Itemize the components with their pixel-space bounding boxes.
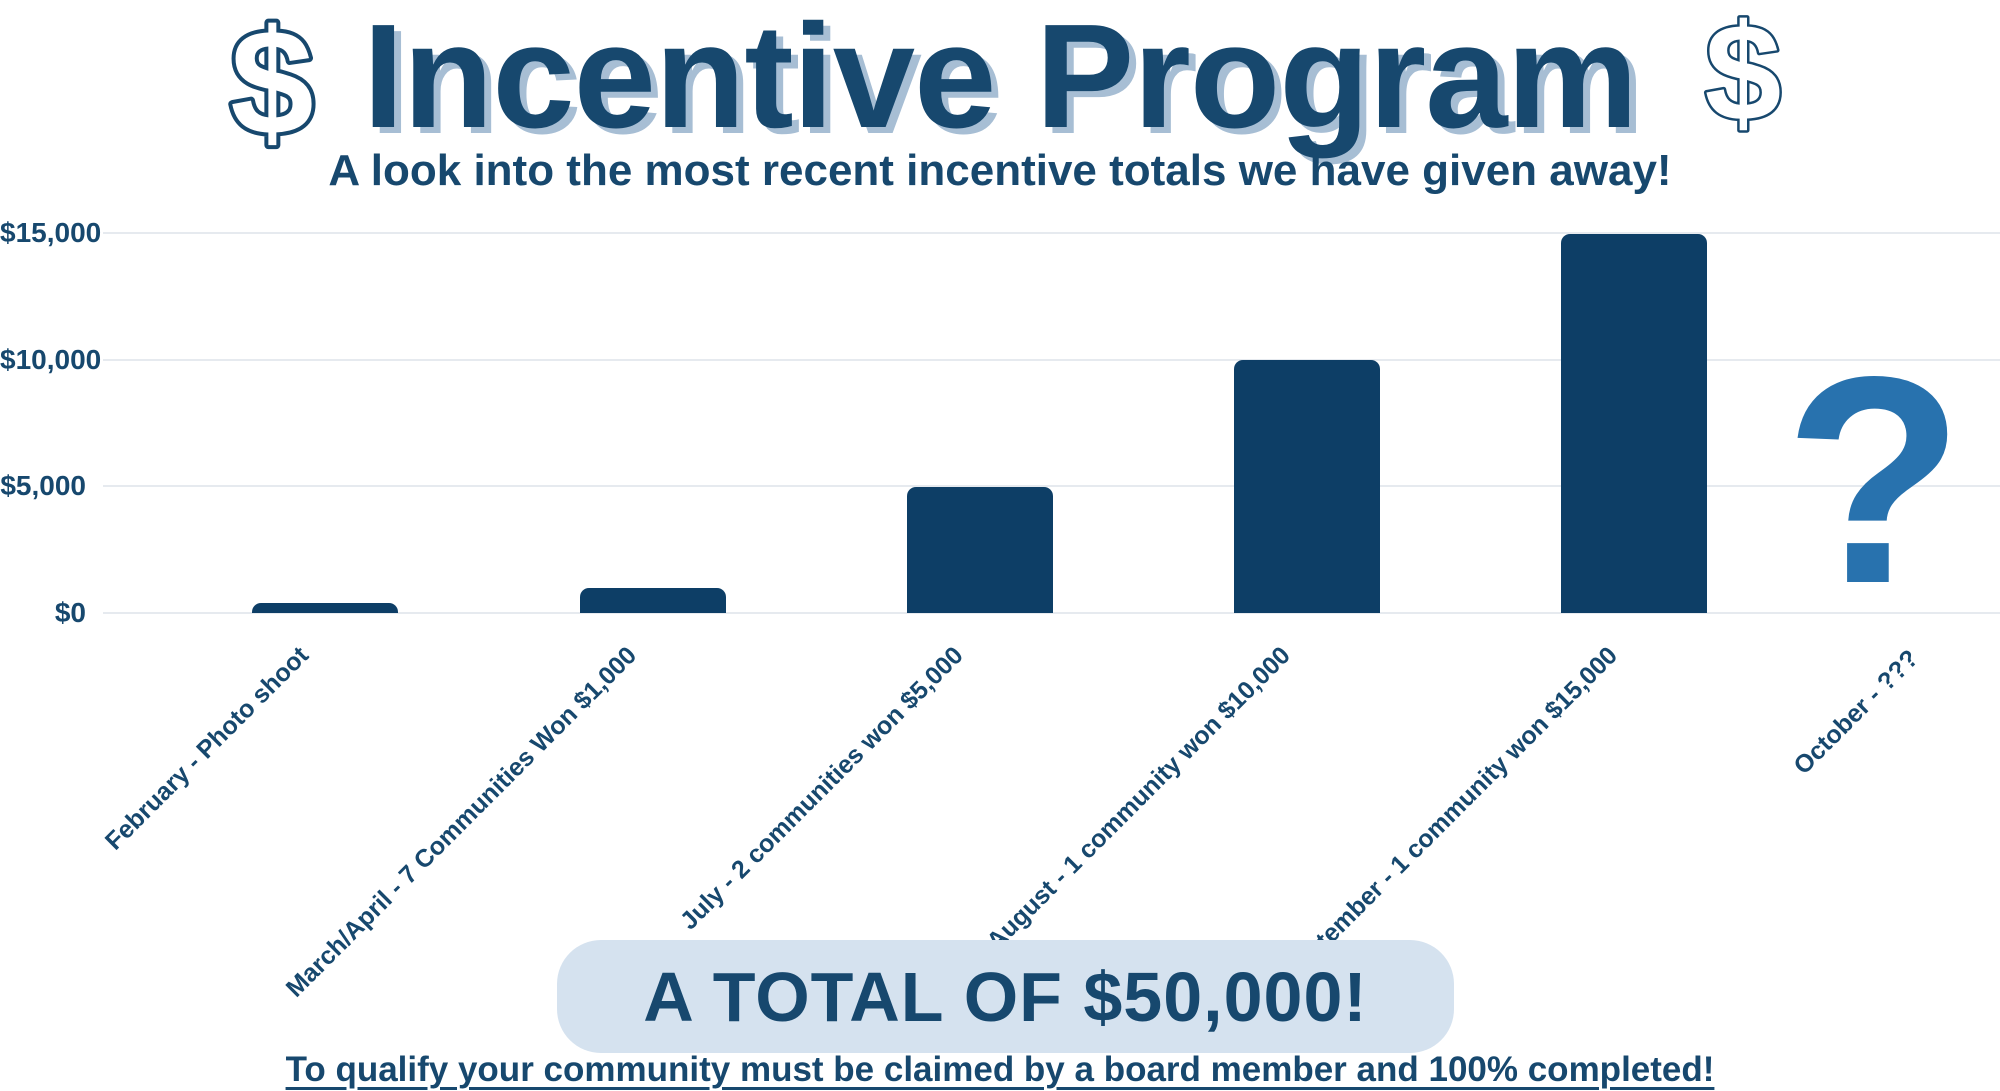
y-axis-tick-15000: $15,000	[0, 217, 102, 248]
x-axis-label-july: July - 2 communities won $5,000	[675, 641, 970, 936]
page-title: Incentive Program	[362, 0, 1638, 159]
total-badge: A TOTAL OF $50,000!	[557, 940, 1454, 1053]
bar-september	[1561, 234, 1707, 613]
y-axis-tick-10000: $10,000	[0, 344, 102, 375]
bar-march-april	[580, 588, 726, 613]
gridline-0	[103, 612, 2000, 614]
bar-august	[1234, 360, 1380, 613]
total-badge-label: A TOTAL OF $50,000!	[643, 957, 1368, 1036]
qualification-note: To qualify your community must be claime…	[285, 1050, 1715, 1089]
y-axis-tick-0: $0	[54, 597, 86, 628]
x-axis-label-february: February - Photo shoot	[99, 641, 315, 856]
gridline-5000	[103, 485, 2000, 487]
question-mark-october: ?	[1784, 315, 1965, 645]
gridline-15000	[103, 232, 2000, 234]
dollar-sign-icon-right: $	[1692, 0, 1794, 155]
gridline-10000	[103, 359, 2000, 361]
x-axis-label-october: October - ???	[1788, 644, 1925, 780]
svg-text:$: $	[230, 4, 313, 166]
page-subtitle: A look into the most recent incentive to…	[328, 146, 1672, 195]
y-axis-tick-5000: $5,000	[0, 470, 86, 501]
x-axis-label-september: September - 1 community won $15,000	[1278, 641, 1624, 987]
dollar-sign-icon-left: $	[210, 0, 334, 171]
bar-february	[252, 603, 398, 613]
bar-july	[907, 487, 1053, 613]
x-axis-label-august: August - 1 community won $10,000	[981, 641, 1297, 956]
svg-text:$: $	[1705, 0, 1782, 150]
